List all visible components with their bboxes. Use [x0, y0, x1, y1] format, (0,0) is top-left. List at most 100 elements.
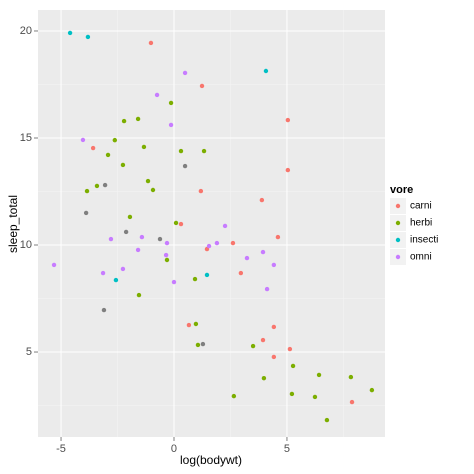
- point: [271, 262, 277, 268]
- point: [287, 346, 293, 352]
- point: [261, 375, 267, 381]
- point: [120, 266, 126, 272]
- point: [250, 343, 256, 349]
- point: [112, 137, 118, 143]
- point: [222, 223, 228, 229]
- point: [290, 363, 296, 369]
- point: [101, 307, 107, 313]
- point: [127, 214, 133, 220]
- point: [120, 162, 126, 168]
- legend-text: carni: [410, 201, 432, 212]
- point: [369, 387, 375, 393]
- x-tick-label: -5: [56, 443, 66, 455]
- point: [145, 178, 151, 184]
- point: [260, 337, 266, 343]
- point: [349, 399, 355, 405]
- point: [168, 100, 174, 106]
- point: [150, 187, 156, 193]
- point: [164, 257, 170, 263]
- point: [135, 116, 141, 122]
- point: [204, 272, 210, 278]
- point: [141, 144, 147, 150]
- point: [83, 210, 89, 216]
- y-tick-label: 5: [26, 346, 32, 358]
- point: [154, 92, 160, 98]
- point: [206, 243, 212, 249]
- point: [285, 117, 291, 123]
- point: [85, 34, 91, 40]
- point: [271, 354, 277, 360]
- x-axis-title: log(bodywt): [180, 453, 242, 467]
- legend-title: vore: [390, 184, 413, 196]
- point: [163, 252, 169, 258]
- point: [275, 234, 281, 240]
- point: [259, 197, 265, 203]
- point: [105, 152, 111, 158]
- point: [230, 240, 236, 246]
- point: [316, 372, 322, 378]
- y-axis-title: sleep_total: [6, 195, 20, 253]
- point: [324, 417, 330, 423]
- point: [139, 234, 145, 240]
- point: [94, 183, 100, 189]
- point: [264, 286, 270, 292]
- point: [244, 255, 250, 261]
- legend-text: omni: [410, 252, 432, 263]
- point: [113, 277, 119, 283]
- point: [168, 122, 174, 128]
- x-tick-label: 5: [284, 443, 290, 455]
- point: [289, 391, 295, 397]
- point: [312, 394, 318, 400]
- point: [80, 137, 86, 143]
- plot-panel: [38, 10, 385, 437]
- y-tick-label: 20: [20, 25, 32, 37]
- point: [192, 276, 198, 282]
- x-tick-label: 0: [171, 443, 177, 455]
- legend-swatch: [395, 203, 401, 209]
- point: [200, 341, 206, 347]
- legend-text: insecti: [410, 235, 438, 246]
- legend-swatch: [395, 237, 401, 243]
- point: [186, 322, 192, 328]
- point: [178, 221, 184, 227]
- point: [348, 374, 354, 380]
- point: [135, 247, 141, 253]
- point: [123, 229, 129, 235]
- point: [148, 40, 154, 46]
- point: [136, 292, 142, 298]
- point: [260, 249, 266, 255]
- point: [84, 188, 90, 194]
- point: [193, 321, 199, 327]
- point: [67, 30, 73, 36]
- legend-swatch: [395, 254, 401, 260]
- point: [231, 393, 237, 399]
- point: [121, 118, 127, 124]
- point: [182, 163, 188, 169]
- point: [271, 324, 277, 330]
- point: [173, 220, 179, 226]
- point: [178, 148, 184, 154]
- point: [100, 270, 106, 276]
- point: [90, 145, 96, 151]
- point: [285, 167, 291, 173]
- point: [238, 270, 244, 276]
- point: [182, 70, 188, 76]
- point: [102, 182, 108, 188]
- point: [263, 68, 269, 74]
- point: [157, 236, 163, 242]
- point: [199, 83, 205, 89]
- y-tick-label: 10: [20, 239, 32, 251]
- point: [195, 342, 201, 348]
- point: [51, 262, 57, 268]
- legend-swatch: [395, 220, 401, 226]
- point: [171, 279, 177, 285]
- point: [198, 188, 204, 194]
- point: [164, 240, 170, 246]
- y-tick-label: 15: [20, 132, 32, 144]
- point: [108, 236, 114, 242]
- point: [201, 148, 207, 154]
- point: [214, 240, 220, 246]
- legend-text: herbi: [410, 218, 432, 229]
